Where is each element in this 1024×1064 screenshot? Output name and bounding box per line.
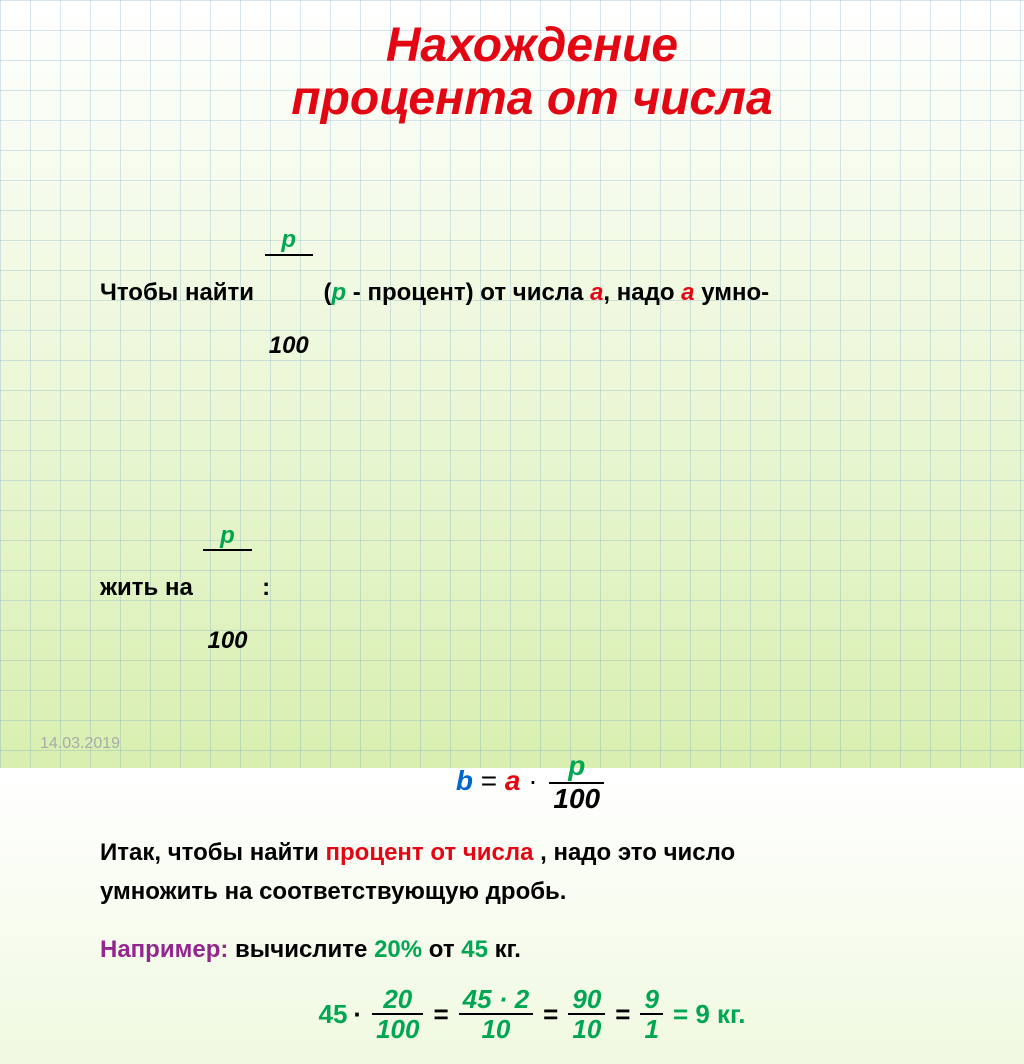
text-highlight: процент от числа [326, 839, 534, 866]
text: , надо это число [540, 839, 735, 866]
frac-num: 90 [568, 985, 605, 1016]
paragraph-1: Чтобы найти p 100 ( p - процент) от числ… [100, 151, 964, 436]
frac-num: 45 · 2 [459, 985, 534, 1016]
equals: = [543, 999, 558, 1030]
text: Чтобы найти [100, 274, 261, 312]
fraction-formula: p 100 [549, 751, 604, 815]
calc-n1: 45 [319, 999, 348, 1030]
slide-date: 14.03.2019 [40, 735, 120, 753]
example-label: Например: [100, 936, 228, 963]
frac-num: p [549, 751, 604, 784]
frac-num: p [203, 523, 251, 551]
frac-den: 10 [459, 1015, 534, 1044]
equals: = [433, 999, 448, 1030]
frac-den: 100 [203, 628, 251, 654]
text: ( [317, 274, 332, 312]
text: , надо [603, 274, 681, 312]
frac-num: p [265, 227, 313, 255]
paragraph-2: Итак, чтобы найти процент от числа , над… [100, 834, 964, 911]
var-b: b [456, 765, 473, 796]
fraction-p-100: p 100 [265, 151, 313, 436]
text: от [429, 936, 461, 963]
var-a2: a [681, 274, 694, 312]
text: Итак, чтобы найти [100, 839, 326, 866]
calc-frac2: 45 · 2 10 [459, 985, 534, 1044]
frac-num: 20 [372, 985, 423, 1016]
text: умно- [695, 274, 770, 312]
title-line1: Нахождение [386, 19, 678, 72]
text: жить на [100, 569, 199, 607]
dot: · [353, 999, 362, 1030]
text: вычислите [235, 936, 374, 963]
calc-result: = 9 кг. [673, 999, 746, 1030]
frac-den: 1 [640, 1015, 662, 1044]
frac-den: 100 [372, 1015, 423, 1044]
text: - процент) от числа [346, 274, 590, 312]
fraction-p-100-b: p 100 [203, 446, 251, 731]
equals: = [615, 999, 630, 1030]
calculation: 45 · 20 100 = 45 · 2 10 = 90 10 = 9 1 = … [100, 985, 964, 1044]
calc-frac4: 9 1 [640, 985, 662, 1044]
percent-value: 20% [374, 936, 422, 963]
frac-den: 100 [265, 333, 313, 359]
paragraph-3: Например: вычислите 20% от 45 кг. [100, 931, 964, 969]
page-title: Нахождение процента от числа [100, 20, 964, 126]
kg-value: 45 [461, 936, 488, 963]
equals: = [481, 765, 505, 796]
text: : [256, 569, 271, 607]
frac-den: 10 [568, 1015, 605, 1044]
var-p: p [331, 274, 346, 312]
calc-frac1: 20 100 [372, 985, 423, 1044]
var-a: a [590, 274, 603, 312]
paragraph-1b: жить на p 100 : [100, 446, 964, 731]
var-a: a [505, 765, 521, 796]
frac-num: 9 [640, 985, 662, 1016]
formula: b = a · p 100 [100, 751, 964, 815]
frac-den: 100 [549, 784, 604, 815]
calc-frac3: 90 10 [568, 985, 605, 1044]
dot: · [528, 765, 545, 796]
text: кг. [495, 936, 521, 963]
text: умножить на соответствующую дробь. [100, 878, 566, 905]
title-line2: процента от числа [291, 72, 772, 125]
